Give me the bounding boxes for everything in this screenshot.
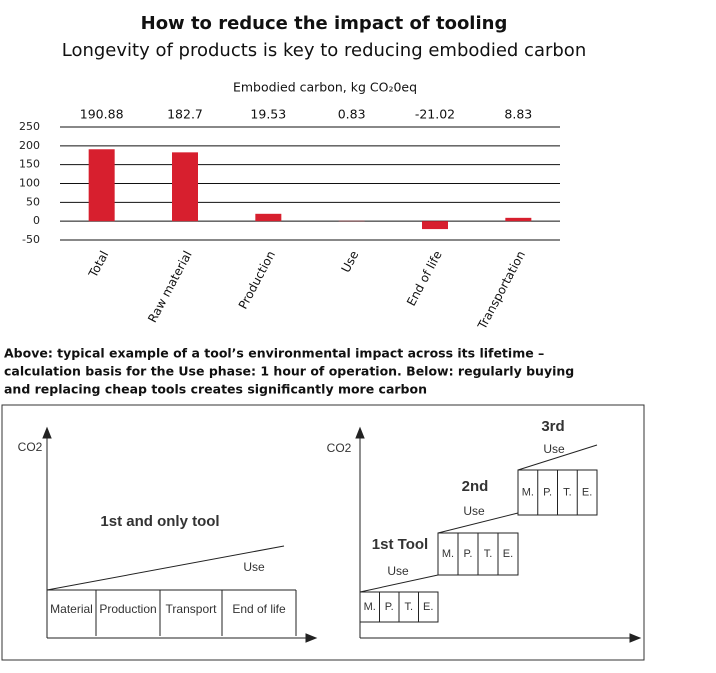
- chart-subtitle: Longevity of products is key to reducing…: [62, 40, 586, 61]
- bar: [422, 221, 448, 230]
- diagram-label: 3rd: [541, 418, 564, 435]
- value-label: -21.02: [415, 107, 455, 122]
- bar: [172, 152, 198, 222]
- diagram-frame: [1, 404, 645, 661]
- x-tick-label: End of life: [404, 248, 445, 308]
- diagram-label: Use: [463, 504, 485, 518]
- arrow: [42, 426, 52, 439]
- diagram-label: P.: [385, 601, 394, 613]
- bar: [255, 213, 282, 222]
- caption-line: Above: typical example of a tool’s envir…: [4, 346, 544, 361]
- diagram-label: M.: [522, 486, 534, 498]
- y-tick-label: 150: [19, 158, 40, 171]
- y-tick-label: 0: [33, 214, 40, 227]
- y-tick-label: -50: [22, 233, 40, 246]
- diagram-label: E.: [503, 548, 513, 560]
- diagram-label: Material: [50, 602, 93, 616]
- diagram-label: 2nd: [462, 478, 489, 495]
- diagram-label: P.: [543, 486, 552, 498]
- x-tick-label: Raw material: [145, 248, 195, 324]
- diagram-label: Use: [243, 560, 265, 574]
- use-slope: [46, 545, 285, 591]
- diagram-label: T.: [563, 486, 572, 498]
- diagram-label: Use: [543, 442, 565, 456]
- x-tick-label: Production: [236, 248, 278, 311]
- use-slope: [517, 444, 598, 471]
- bar: [505, 217, 532, 222]
- y-tick-label: 250: [19, 120, 40, 133]
- caption-line: and replacing cheap tools creates signif…: [4, 382, 427, 397]
- diagrams: CO2 1st and only tool Use Material Productio…: [18, 418, 642, 643]
- diagram-label: CO2: [18, 440, 43, 454]
- value-label: 182.7: [167, 107, 203, 122]
- y-tick-label: 200: [19, 139, 40, 152]
- value-label: 19.53: [250, 107, 286, 122]
- diagram-label: E.: [582, 486, 592, 498]
- arrow: [305, 633, 318, 643]
- arrow: [629, 633, 642, 643]
- diagram-label: Production: [99, 602, 156, 616]
- diagram-label: T.: [404, 601, 413, 613]
- value-label: 190.88: [80, 107, 124, 122]
- chart-title: How to reduce the impact of tooling: [141, 13, 508, 34]
- x-tick-label: Total: [85, 248, 111, 280]
- diagram-label: E.: [423, 601, 433, 613]
- diagram-label: 1st and only tool: [100, 513, 219, 530]
- x-tick-label: Use: [339, 248, 362, 274]
- use-slope: [359, 574, 439, 593]
- diagram-label: Transport: [166, 602, 218, 616]
- use-slope: [437, 512, 519, 534]
- value-label: 0.83: [338, 107, 366, 122]
- diagram-label: M.: [364, 601, 376, 613]
- bar: [88, 149, 115, 222]
- diagram-label: T.: [484, 548, 493, 560]
- arrow: [355, 426, 365, 439]
- value-label: 8.83: [504, 107, 532, 122]
- caption-line: calculation basis for the Use phase: 1 h…: [4, 364, 574, 379]
- diagram-label: 1st Tool: [372, 536, 428, 553]
- diagram-label: End of life: [232, 602, 286, 616]
- y-tick-label: 100: [19, 177, 40, 190]
- diagram-label: M.: [442, 548, 454, 560]
- diagram-label: Use: [387, 564, 409, 578]
- x-tick-label: Transportation: [475, 248, 529, 332]
- diagram-label: CO2: [327, 441, 352, 455]
- y-tick-label: 50: [26, 195, 40, 208]
- diagram-label: P.: [464, 548, 473, 560]
- axis-label: Embodied carbon, kg CO₂0eq: [233, 80, 417, 95]
